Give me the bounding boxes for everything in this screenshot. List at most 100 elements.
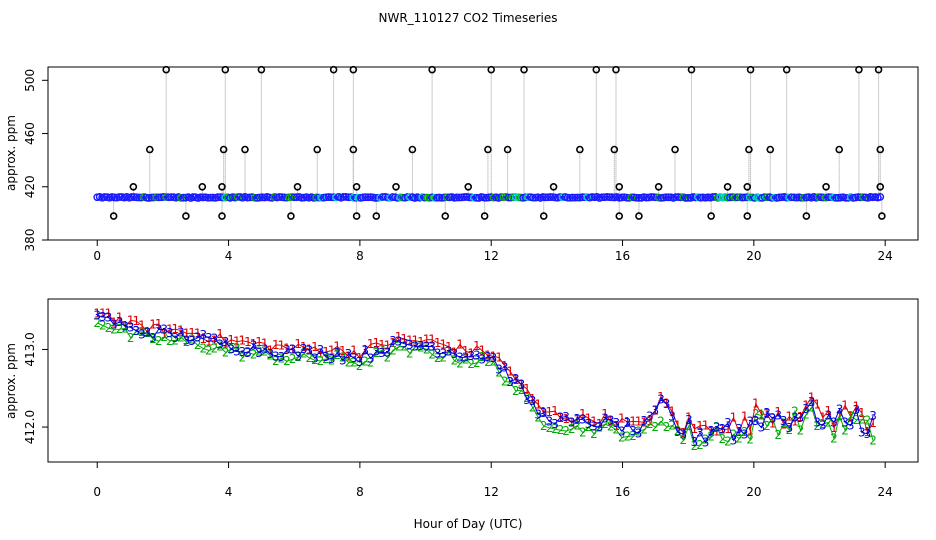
outlier-point — [592, 65, 601, 74]
series-3-point: 3 — [322, 350, 330, 364]
outlier-point — [182, 212, 190, 220]
baseline-point — [329, 193, 338, 202]
series-1-point: 1 — [439, 338, 447, 352]
top-y-axis-label: approx. ppm — [4, 115, 18, 191]
series-1-point: 1 — [423, 333, 431, 347]
series-1-point: 1 — [339, 344, 347, 358]
outlier-point — [835, 145, 844, 154]
series-2-point: 2 — [473, 356, 481, 370]
series-2-point: 2 — [601, 417, 609, 431]
x-tick-label: 20 — [746, 249, 761, 263]
top-plot-marks — [93, 65, 886, 220]
series-3-point: 3 — [858, 426, 866, 440]
series-2-point: 2 — [501, 375, 509, 389]
y-tick-label: 413.0 — [23, 332, 37, 366]
series-1-point: 1 — [345, 349, 353, 363]
series-3-point: 3 — [534, 408, 542, 422]
baseline-point — [213, 193, 222, 202]
baseline-point — [546, 193, 555, 201]
series-2-point: 2 — [847, 409, 855, 423]
series-3-point: 3 — [540, 406, 548, 420]
series-3-point: 3 — [679, 427, 687, 441]
series-3-point: 3 — [211, 332, 219, 346]
baseline-point — [433, 193, 441, 202]
series-3-point: 3 — [121, 319, 129, 333]
series-3-point: 3 — [685, 413, 693, 427]
series-2-point: 2 — [93, 316, 101, 330]
series-1-point: 1 — [333, 339, 341, 353]
series-3-point: 3 — [172, 331, 180, 345]
series-3-point: 3 — [199, 328, 207, 342]
series-3-point: 3 — [813, 416, 821, 430]
series-1-point: 1 — [869, 416, 877, 430]
series-3-point: 3 — [769, 411, 777, 425]
baseline-point — [440, 193, 449, 202]
series-2-point: 2 — [741, 425, 749, 439]
outlier-point — [464, 182, 473, 191]
series-3-point: 3 — [194, 331, 202, 345]
series-2-point: 2 — [545, 421, 553, 435]
series-1-point: 1 — [160, 327, 168, 341]
baseline-point — [635, 193, 643, 202]
baseline-point — [344, 193, 353, 202]
bottom-y-axis-label: approx. ppm — [4, 343, 18, 419]
series-2-point: 2 — [652, 420, 660, 434]
baseline-point — [733, 193, 742, 202]
series-2-point: 2 — [233, 341, 241, 355]
series-1-point: 1 — [272, 338, 280, 352]
series-1-point: 1 — [495, 351, 503, 365]
series-2-point: 2 — [529, 401, 537, 415]
series-1-point: 1 — [730, 411, 738, 425]
series-3-point: 3 — [674, 425, 682, 439]
baseline-point — [671, 193, 680, 202]
outlier-point — [392, 182, 400, 191]
series-2-point: 2 — [172, 333, 180, 347]
series-1-point: 1 — [311, 340, 319, 354]
series-1-point: 1 — [646, 414, 654, 428]
series-1-point: 1 — [713, 424, 721, 438]
series-3-point: 3 — [713, 420, 721, 434]
series-2-point: 2 — [400, 339, 408, 353]
series-2-point: 2 — [869, 433, 877, 447]
series-3-point: 3 — [311, 351, 319, 365]
series-3-point: 3 — [361, 344, 369, 358]
series-1-point: 1 — [93, 306, 101, 320]
series-1-point: 1 — [813, 397, 821, 411]
series-2-point: 2 — [780, 417, 788, 431]
series-1-point: 1 — [451, 345, 459, 359]
series-3-point: 3 — [406, 338, 414, 352]
baseline-point — [558, 193, 567, 202]
series-3-point: 3 — [847, 419, 855, 433]
series-3-point: 3 — [434, 347, 442, 361]
series-1-point: 1 — [155, 317, 163, 331]
baseline-point — [740, 193, 749, 202]
series-3-point: 3 — [618, 424, 626, 438]
series-2-point: 2 — [300, 347, 308, 361]
baseline-point — [290, 193, 299, 202]
series-2-point: 2 — [110, 322, 118, 336]
baseline-point — [292, 193, 301, 202]
series-1-point: 1 — [428, 333, 436, 347]
series-3-point: 3 — [339, 353, 347, 367]
series-3-point: 3 — [696, 426, 704, 440]
series-1-point: 1 — [384, 339, 392, 353]
series-1-point: 1 — [579, 407, 587, 421]
series-2-point: 2 — [585, 420, 593, 434]
series-1-point: 1 — [127, 313, 135, 327]
x-tick-label: 12 — [484, 249, 499, 263]
baseline-point — [632, 193, 641, 202]
series-3-point: 3 — [501, 360, 509, 374]
series-1-point: 1 — [172, 322, 180, 336]
series-2-point: 2 — [696, 438, 704, 452]
series-1-point: 1 — [852, 399, 860, 413]
series-2-point: 2 — [105, 321, 113, 335]
series-3-point: 3 — [624, 416, 632, 430]
series-2-point: 2 — [685, 419, 693, 433]
series-2-point: 2 — [121, 321, 129, 335]
series-3-point: 3 — [668, 409, 676, 423]
series-2-point: 2 — [205, 343, 213, 357]
baseline-point — [598, 193, 606, 202]
series-3-point: 3 — [808, 395, 816, 409]
outlier-point — [635, 212, 643, 220]
